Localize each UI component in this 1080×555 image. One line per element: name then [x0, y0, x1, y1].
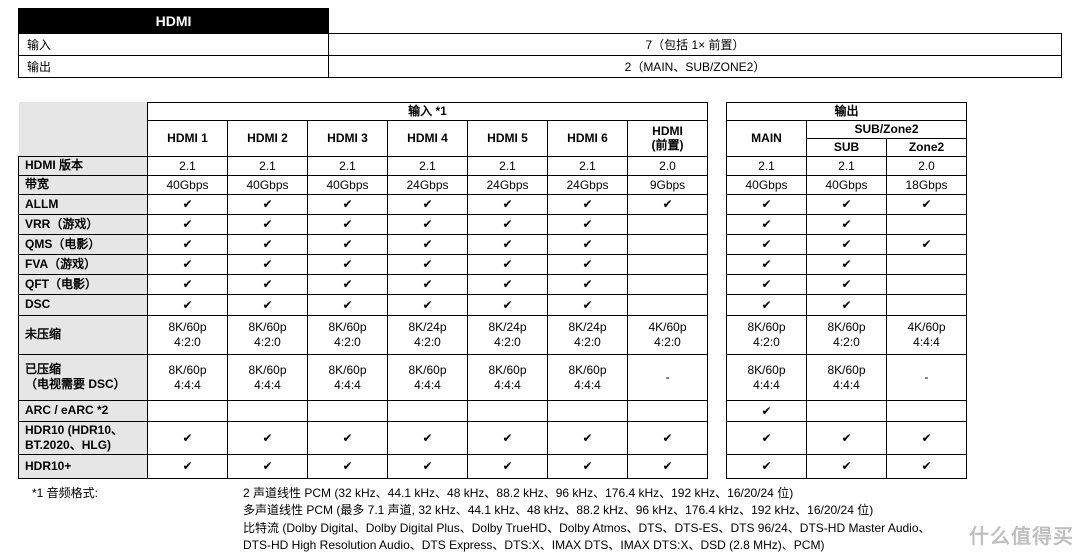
- hdmi-header: HDMI: [19, 9, 329, 34]
- row-labels-table: HDMI 版本带宽ALLMVRR（游戏）QMS（电影）FVA（游戏）QFT（电影…: [18, 102, 148, 479]
- footnote-line: 比特流 (Dolby Digital、Dolby Digital Plus、Do…: [243, 520, 1062, 537]
- output-group-header: 输出: [727, 103, 967, 121]
- output-spec-table: 输出 MAIN SUB/Zone2 SUB Zone2 2.12.12.040G…: [726, 102, 967, 479]
- input-col-header: HDMI 3: [308, 121, 388, 157]
- input-col-header: HDMI(前置): [628, 121, 708, 157]
- top-row-input-value: 7（包括 1× 前置）: [329, 34, 1062, 56]
- output-subzone-header: SUB/Zone2: [807, 121, 967, 139]
- row-label: ALLM: [19, 194, 148, 214]
- input-col-header: HDMI 6: [548, 121, 628, 157]
- spec-tables: HDMI 版本带宽ALLMVRR（游戏）QMS（电影）FVA（游戏）QFT（电影…: [18, 102, 1062, 479]
- row-label: FVA（游戏）: [19, 254, 148, 274]
- input-spec-table: 输入 *1 HDMI 1HDMI 2HDMI 3HDMI 4HDMI 5HDMI…: [147, 102, 708, 479]
- row-label: ARC / eARC *2: [19, 400, 148, 421]
- row-label: QMS（电影）: [19, 234, 148, 254]
- input-col-header: HDMI 4: [388, 121, 468, 157]
- row-label: 已压缩（电视需要 DSC）: [19, 354, 148, 400]
- top-row-output-value: 2（MAIN、SUB/ZONE2）: [329, 56, 1062, 78]
- footnote-line: 2 声道线性 PCM (32 kHz、44.1 kHz、48 kHz、88.2 …: [243, 485, 1062, 502]
- row-label: DSC: [19, 294, 148, 315]
- row-label: 带宽: [19, 175, 148, 194]
- output-zone2-header: Zone2: [887, 139, 967, 157]
- footnote-label: *1 音频格式:: [18, 485, 243, 555]
- row-label: QFT（电影）: [19, 274, 148, 294]
- row-label: HDR10 (HDR10、BT.2020、HLG): [19, 421, 148, 454]
- footnote-line: DTS-HD High Resolution Audio、DTS Express…: [243, 537, 1062, 554]
- row-label: VRR（游戏）: [19, 214, 148, 234]
- input-col-header: HDMI 1: [148, 121, 228, 157]
- output-sub-header: SUB: [807, 139, 887, 157]
- input-col-header: HDMI 2: [228, 121, 308, 157]
- top-row-input-label: 输入: [19, 34, 329, 56]
- hdmi-summary-table: HDMI 输入 7（包括 1× 前置） 输出 2（MAIN、SUB/ZONE2）: [18, 8, 1062, 78]
- row-label: HDR10+: [19, 454, 148, 478]
- row-label: HDMI 版本: [19, 156, 148, 175]
- top-row-output-label: 输出: [19, 56, 329, 78]
- row-label: 未压缩: [19, 315, 148, 354]
- footnotes: *1 音频格式: 2 声道线性 PCM (32 kHz、44.1 kHz、48 …: [18, 485, 1062, 555]
- footnote-line: 多声道线性 PCM (最多 7.1 声道, 32 kHz、44.1 kHz、48…: [243, 502, 1062, 519]
- input-group-header: 输入 *1: [148, 103, 708, 121]
- input-col-header: HDMI 5: [468, 121, 548, 157]
- output-main-header: MAIN: [727, 121, 807, 157]
- footnote-text: 2 声道线性 PCM (32 kHz、44.1 kHz、48 kHz、88.2 …: [243, 485, 1062, 555]
